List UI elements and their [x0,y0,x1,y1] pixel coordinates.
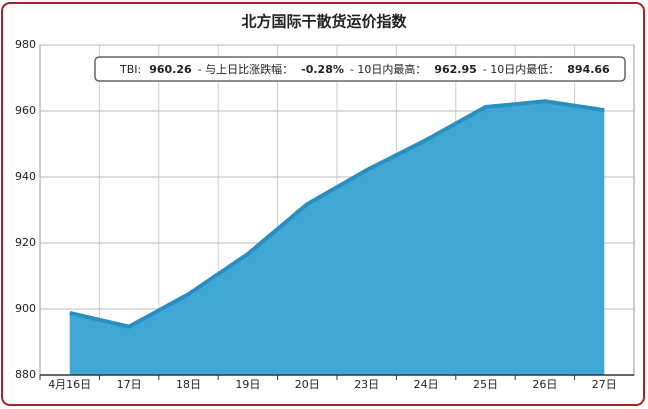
x-tick-label: 24日 [414,378,439,391]
annotation-value: -0.28% [301,63,344,76]
x-tick-label: 18日 [176,378,201,391]
annotation-label: - 10日内最低： [483,62,559,76]
annotation: TBI: 960.26 - 与上日比涨跌幅： -0.28% - 10日内最高： 962.9… [94,56,626,82]
x-tick-label: 25日 [473,378,498,391]
annotation-value: 960.26 [149,63,192,76]
annotation-value: 894.66 [567,63,610,76]
x-tick-label: 20日 [295,378,320,391]
y-tick-label: 880 [15,368,36,381]
annotation-label: - 与上日比涨跌幅： [198,62,293,76]
y-tick-label: 900 [15,302,36,315]
annotation-label: TBI: [119,63,141,76]
y-tick-label: 980 [15,38,36,51]
x-tick-label: 23日 [354,378,379,391]
annotation-box [94,56,626,82]
x-tick-label: 19日 [235,378,260,391]
annotation-label: - 10日内最高： [350,62,426,76]
x-tick-label: 17日 [117,378,142,391]
annotation-value: 962.95 [434,63,476,76]
chart-title: 北方国际干散货运价指数 [241,13,407,31]
area [69,101,605,375]
line [69,99,605,329]
x-tick-label: 4月16日 [48,378,91,391]
x-tick-label: 27日 [592,378,617,391]
y-tick-label: 940 [15,170,36,183]
x-tick-label: 26日 [532,378,557,391]
y-tick-label: 960 [15,104,36,117]
y-tick-label: 920 [15,236,36,249]
